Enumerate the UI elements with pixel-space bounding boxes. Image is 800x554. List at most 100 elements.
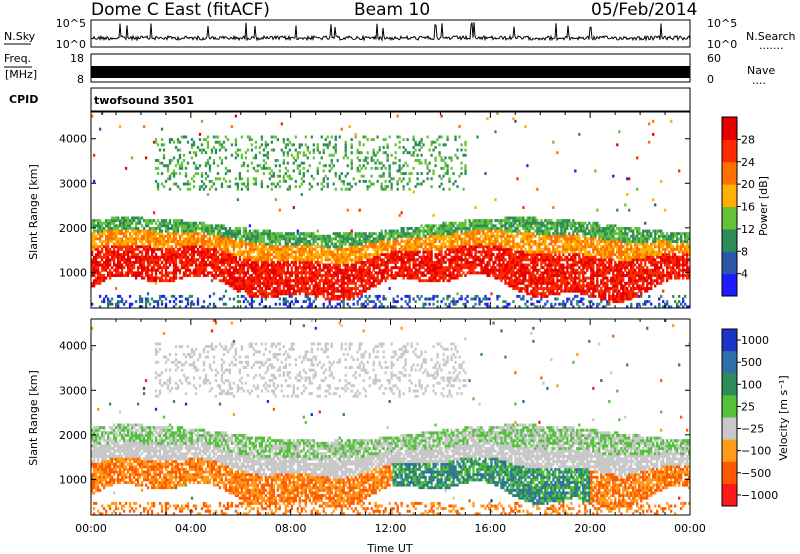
power-cell (212, 274, 216, 277)
power-cell (280, 237, 283, 241)
power-cell (292, 206, 295, 209)
power-cell (264, 145, 268, 149)
power-cell (144, 268, 148, 272)
power-cell (100, 221, 104, 225)
power-cell (342, 253, 345, 257)
power-cell (130, 237, 134, 241)
power-cell (422, 234, 425, 238)
power-cell (378, 145, 381, 149)
power-cell (294, 185, 297, 189)
power-cell (350, 234, 353, 238)
power-cell (386, 153, 389, 157)
power-cell (350, 145, 353, 149)
power-cell (256, 250, 260, 254)
power-cell (250, 247, 254, 251)
power-cell (148, 258, 152, 262)
power-cell (122, 216, 126, 220)
power-cell (400, 271, 403, 275)
power-cell (142, 226, 146, 230)
power-cell (414, 159, 417, 162)
power-cell (104, 250, 108, 254)
power-cell (172, 271, 176, 275)
power-cell (238, 255, 242, 259)
power-cell (478, 226, 481, 230)
power-cell (364, 156, 367, 160)
power-cell (280, 232, 283, 236)
power-cell (260, 266, 264, 270)
power-cell (194, 166, 198, 170)
power-cell (258, 271, 262, 275)
power-cell (218, 266, 222, 270)
power-cell (428, 226, 431, 230)
power-cell (298, 240, 301, 243)
power-cell (340, 250, 343, 254)
power-cell (452, 250, 455, 254)
power-cell (282, 177, 285, 181)
power-cell (364, 250, 367, 254)
power-cell (204, 161, 208, 165)
power-cell (232, 234, 236, 238)
power-cell (232, 268, 236, 272)
power-cell (152, 219, 156, 223)
power-cell (238, 174, 242, 178)
power-cell (134, 229, 138, 233)
power-cell (160, 143, 164, 147)
power-cell (434, 260, 437, 264)
power-cell (378, 279, 381, 283)
power-cell (240, 135, 244, 139)
power-cell (450, 245, 453, 249)
power-cell (132, 226, 136, 230)
power-cell (492, 266, 495, 270)
power-cell (438, 135, 441, 139)
power-cell (446, 258, 449, 262)
power-cell (448, 250, 451, 254)
power-cell (320, 253, 323, 257)
power-cell (370, 166, 373, 170)
power-cell (300, 232, 303, 236)
power-cell (254, 240, 258, 243)
power-cell (366, 161, 369, 165)
power-cell (428, 245, 431, 249)
power-cell (192, 174, 196, 178)
power-cell (210, 260, 214, 264)
power-cell (158, 237, 162, 241)
power-cell (168, 226, 172, 230)
power-cell (130, 253, 134, 257)
power-cell (414, 274, 417, 277)
power-cell (456, 300, 459, 304)
power-cell (216, 224, 220, 228)
power-cell (368, 234, 371, 238)
power-cell (258, 247, 262, 251)
power-cell (282, 281, 285, 285)
power-cell (384, 266, 387, 270)
power-cell (434, 263, 437, 267)
noise-panel (90, 19, 691, 48)
power-cell (426, 166, 429, 170)
power-cell (186, 161, 190, 165)
power-cell (494, 268, 497, 272)
power-cell (276, 255, 279, 259)
power-cell (280, 234, 283, 238)
power-cell (436, 266, 439, 270)
power-cell (96, 221, 100, 225)
power-cell (174, 164, 178, 168)
power-cell (214, 247, 218, 251)
power-cell (390, 260, 393, 264)
power-cell (430, 143, 433, 147)
power-cell (476, 224, 479, 228)
power-cell (320, 258, 323, 262)
power-cell (248, 258, 252, 262)
power-cell (140, 234, 144, 238)
power-heatmap-cells (91, 112, 691, 309)
power-cell (400, 260, 403, 264)
power-cell (212, 245, 216, 249)
power-cell (102, 268, 106, 272)
power-cell (130, 245, 134, 249)
power-cell (346, 276, 349, 280)
power-cell (498, 276, 501, 280)
power-cell (480, 266, 483, 270)
power-cell (128, 224, 132, 228)
power-cell (304, 237, 307, 241)
power-cell (93, 260, 96, 264)
power-cell (250, 138, 254, 142)
